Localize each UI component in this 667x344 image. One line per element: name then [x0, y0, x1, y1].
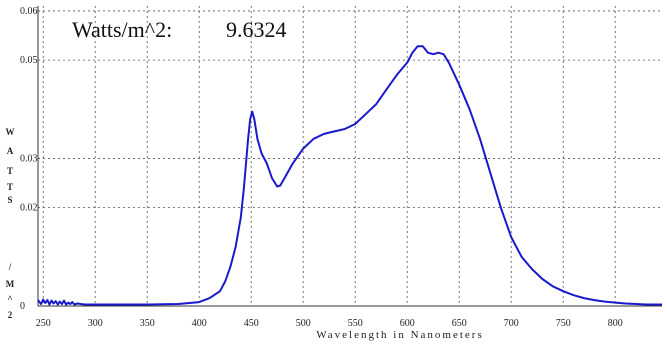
- y-axis-label-letter: ^: [7, 294, 12, 304]
- x-tick-label: 650: [452, 318, 467, 329]
- y-axis-label-letter: M: [6, 279, 15, 289]
- y-axis-label-letter: /: [8, 262, 12, 272]
- x-tick-label: 750: [556, 318, 571, 329]
- gridlines: [38, 6, 662, 306]
- y-axis-label-letter: 2: [8, 310, 13, 320]
- x-tick-label: 800: [608, 318, 623, 329]
- x-tick-label: 250: [36, 318, 51, 329]
- y-tick-label: 0.05: [20, 55, 38, 66]
- y-tick-label: 0: [20, 301, 25, 312]
- x-tick-labels: 250 300 350 400 450 500 550 600 650 700 750 800: [36, 318, 623, 329]
- x-tick-label: 600: [400, 318, 415, 329]
- y-axis-label-letter: T: [7, 166, 13, 176]
- series-group: [37, 45, 662, 306]
- y-tick-label: 0.06: [20, 6, 38, 17]
- x-tick-label: 450: [244, 318, 259, 329]
- y-tick-label: 0.03: [20, 153, 38, 164]
- y-axis-label-letter: W: [6, 127, 15, 137]
- x-axis-label: Wavelength in Nanometers: [316, 329, 483, 341]
- y-axis-label-letter: T: [7, 182, 13, 192]
- y-tick-label: 0.02: [20, 203, 38, 214]
- spectrum-line: [37, 45, 662, 306]
- x-tick-label: 300: [88, 318, 103, 329]
- x-tick-label: 500: [296, 318, 311, 329]
- x-tick-label: 700: [504, 318, 519, 329]
- x-tick-label: 350: [140, 318, 155, 329]
- y-axis-label-letter: A: [7, 146, 14, 156]
- x-tick-label: 400: [192, 318, 207, 329]
- y-axis-label-letter: S: [7, 195, 12, 205]
- plot-frame: [37, 6, 662, 307]
- irradiance-label: Watts/m^2:: [72, 17, 172, 42]
- y-tick-labels: 0 0.02 0.03 0.05 0.06: [20, 6, 38, 312]
- irradiance-value: 9.6324: [226, 17, 287, 42]
- x-tick-label: 550: [348, 318, 363, 329]
